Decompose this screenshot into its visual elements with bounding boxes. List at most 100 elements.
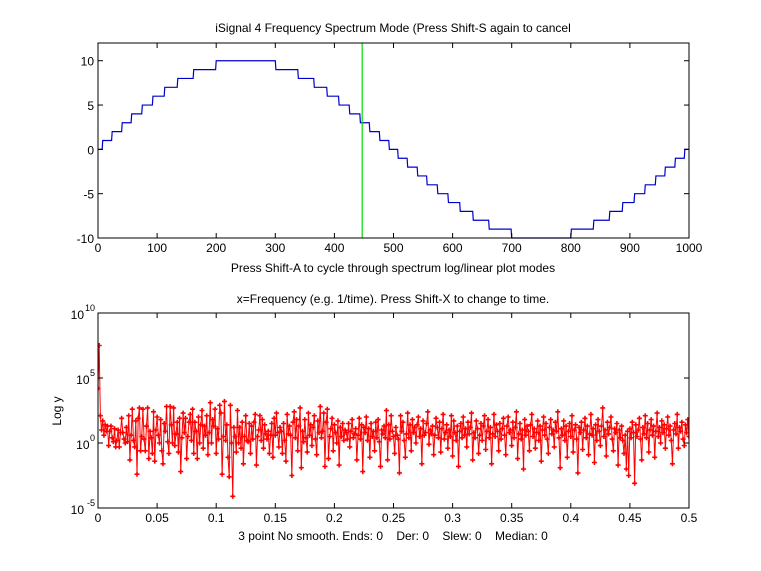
spectrum-point: [275, 430, 281, 436]
spectrum-point: [457, 428, 463, 434]
spectrum-point: [480, 423, 486, 429]
spectrum-point: [487, 424, 493, 430]
spectrum-point: [545, 450, 551, 456]
spectrum-point: [98, 413, 103, 419]
spectrum-point: [392, 450, 398, 456]
spectrum-point: [625, 428, 631, 434]
spectrum-point: [277, 424, 283, 430]
spectrum-point: [472, 435, 478, 441]
x-tick-label: 0: [95, 511, 102, 525]
spectrum-point: [283, 458, 289, 464]
spectrum-point: [120, 430, 126, 436]
spectrum-point: [204, 413, 210, 419]
spectrum-point: [370, 428, 376, 434]
spectrum-point: [649, 432, 655, 438]
spectrum-point: [141, 436, 147, 442]
spectrum-point: [206, 430, 212, 436]
spectrum-point: [160, 461, 166, 467]
spectrum-point: [500, 415, 506, 421]
spectrum-point: [561, 418, 567, 424]
top-plot-background: [98, 43, 689, 238]
spectrum-point: [586, 452, 592, 458]
spectrum-point: [684, 430, 689, 436]
spectrum-point: [266, 450, 272, 456]
spectrum-point: [271, 415, 277, 421]
spectrum-point: [338, 434, 344, 439]
spectrum-point: [227, 402, 233, 408]
x-tick-label: 900: [620, 241, 640, 255]
spectrum-point: [485, 417, 491, 423]
spectrum-point: [677, 424, 683, 430]
spectrum-point: [421, 432, 427, 438]
spectrum-point: [127, 457, 133, 463]
x-tick-label: 0.05: [145, 511, 169, 525]
spectrum-point: [334, 440, 340, 446]
spectrum-point: [245, 439, 251, 445]
y-tick-label: 5: [87, 99, 94, 113]
spectrum-point: [223, 437, 229, 443]
spectrum-point: [250, 436, 256, 442]
spectrum-point: [435, 435, 441, 441]
spectrum-point: [360, 469, 366, 475]
spectrum-point: [348, 428, 354, 434]
spectrum-point: [562, 437, 568, 443]
spectrum-point: [424, 421, 430, 426]
spectrum-point: [450, 453, 456, 459]
spectrum-point: [187, 411, 193, 417]
spectrum-point: [133, 418, 139, 424]
spectrum-point: [560, 432, 566, 438]
spectrum-point: [614, 421, 620, 426]
spectrum-point: [469, 410, 475, 416]
spectrum-point: [471, 430, 477, 436]
spectrum-point: [238, 445, 244, 451]
spectrum-point: [448, 413, 454, 419]
spectrum-point: [320, 428, 326, 434]
spectrum-point: [154, 414, 160, 420]
spectrum-point: [374, 435, 380, 441]
spectrum-point: [591, 460, 597, 465]
spectrum-point: [484, 428, 490, 434]
spectrum-point: [473, 418, 479, 424]
spectrum-point: [419, 461, 425, 467]
spectrum-point: [355, 432, 361, 438]
x-tick-label: 0: [95, 241, 102, 255]
spectrum-point: [444, 422, 450, 428]
spectrum-point: [177, 415, 183, 421]
spectrum-point: [201, 423, 207, 429]
spectrum-point: [342, 427, 348, 433]
spectrum-point: [361, 424, 367, 430]
spectrum-point: [169, 440, 175, 446]
spectrum-point: [184, 456, 190, 462]
spectrum-point: [309, 443, 315, 449]
spectrum-point: [362, 430, 368, 436]
spectrum-point: [412, 424, 418, 430]
spectrum-point: [172, 443, 178, 449]
spectrum-point: [198, 422, 204, 428]
spectrum-point: [673, 431, 679, 437]
spectrum-point: [229, 440, 235, 446]
spectrum-point: [246, 421, 252, 426]
spectrum-point: [563, 423, 569, 429]
spectrum-point: [385, 457, 391, 463]
y-tick-label: -10: [77, 232, 95, 246]
spectrum-point: [294, 417, 300, 423]
spectrum-point: [446, 427, 452, 433]
spectrum-point: [115, 427, 121, 433]
spectrum-point: [199, 408, 205, 413]
spectrum-point: [382, 435, 388, 441]
spectrum-point: [661, 422, 667, 428]
spectrum-point: [398, 413, 404, 419]
x-tick-label: 0.25: [382, 511, 406, 525]
spectrum-point: [302, 417, 308, 423]
spectrum-point: [613, 430, 619, 436]
spectrum-point: [595, 417, 601, 423]
spectrum-point: [357, 436, 363, 442]
spectrum-point: [135, 415, 141, 421]
spectrum-point: [310, 424, 316, 430]
spectrum-point: [210, 417, 216, 423]
spectrum-point: [491, 411, 497, 417]
spectrum-point: [213, 450, 219, 456]
spectrum-point: [186, 419, 192, 425]
spectrum-point: [119, 415, 125, 421]
spectrum-point: [381, 423, 387, 429]
